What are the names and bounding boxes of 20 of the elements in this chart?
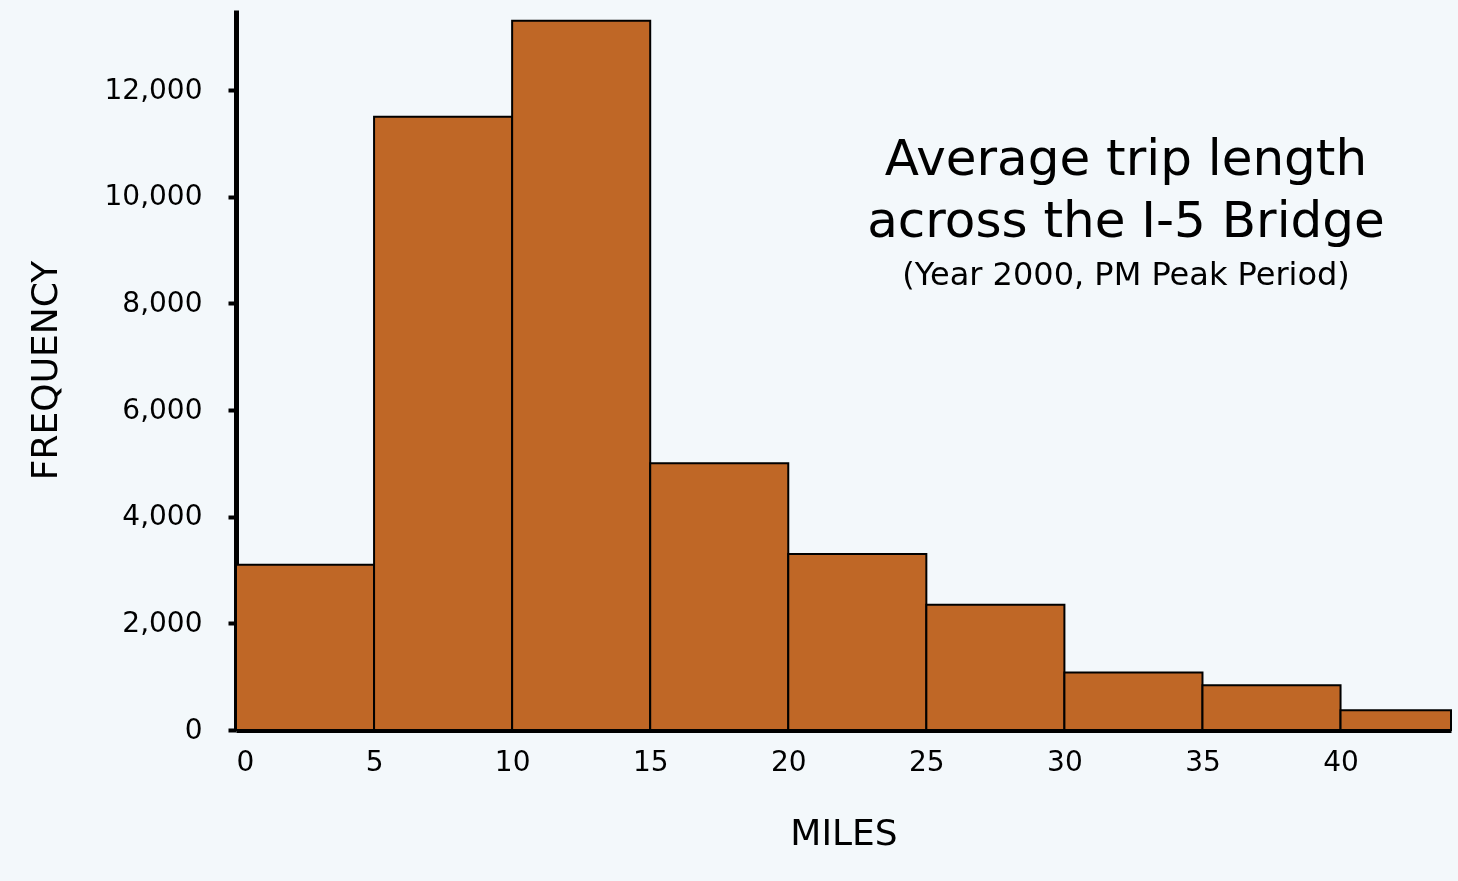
x-axis-title: MILES [790,811,898,853]
y-tick-label: 0 [184,712,203,746]
x-tick-label: 40 [1323,744,1359,778]
y-axis-title: FREQUENCY [23,259,65,481]
x-tick-label: 5 [365,744,384,778]
text: (Year 2000, PM Peak Period) [902,255,1350,293]
x-tick-label: 10 [494,744,531,778]
x-tick-label: 15 [632,744,669,778]
x-tick-label: 0 [236,744,255,778]
y-tick-label: 6,000 [122,392,203,426]
y-tick-label: 2,000 [122,605,203,639]
y-tick-label: 4,000 [122,499,203,533]
y-tick-label: 12,000 [104,72,203,106]
y-tick-label: 8,000 [122,285,203,319]
x-tick-label: 35 [1185,744,1221,778]
x-tick-label: 25 [909,744,945,778]
x-tick-label: 30 [1047,744,1083,778]
text: Average trip length across the I-5 Bridge [867,129,1385,249]
x-tick-label: 20 [770,744,807,778]
y-tick-label: 10,000 [104,179,203,213]
